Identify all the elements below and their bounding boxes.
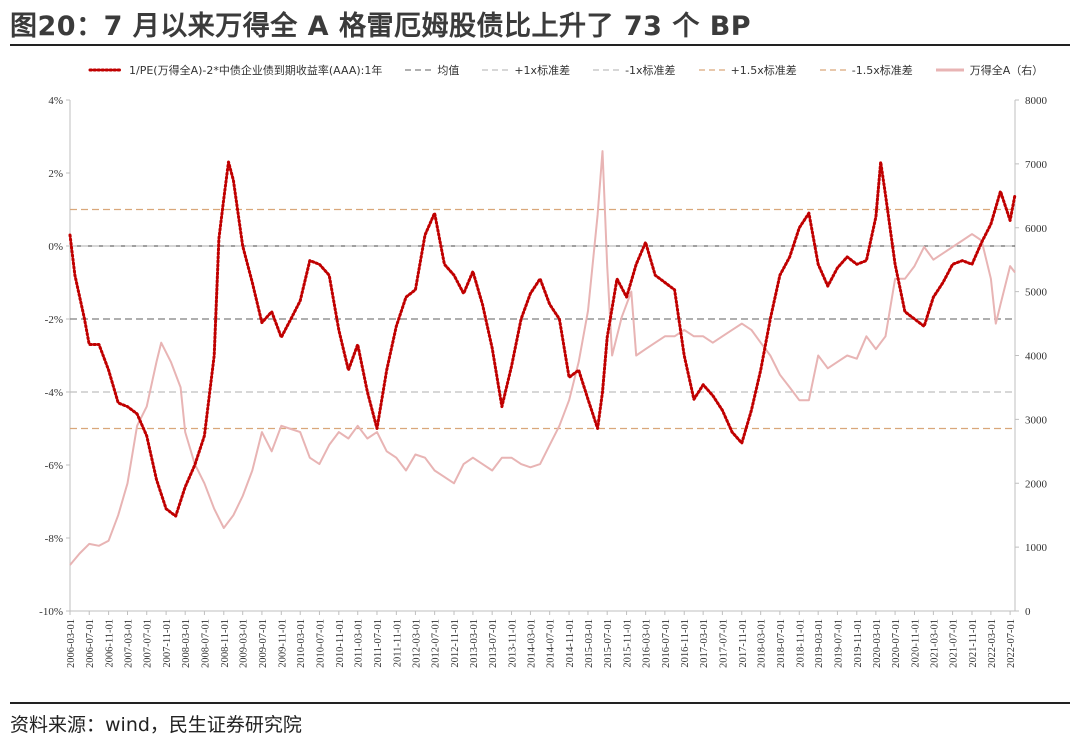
x-tick-label: 2021-11-01 [968,619,979,668]
chart-legend: 1/PE(万得全A)-2*中债企业债到期收益率(AAA):1年 均值 +1x标准… [88,62,1048,78]
x-tick-label: 2009-07-01 [258,619,269,668]
x-tick-label: 2016-07-01 [661,619,672,668]
x-tick-label: 2007-11-01 [162,619,173,668]
y-left-tick-label: -10% [39,606,63,618]
x-tick-label: 2008-07-01 [200,619,211,668]
y-right-tick-label: 3000 [1025,414,1048,426]
x-tick-label: 2011-03-01 [354,619,365,668]
y-right-tick-label: 5000 [1025,287,1048,299]
legend-item-minus15sd: -1.5x标准差 [819,62,913,78]
x-tick-label: 2018-03-01 [757,619,768,668]
legend-label: 1/PE(万得全A)-2*中债企业债到期收益率(AAA):1年 [129,64,383,77]
legend-item-wind-a: 万得全A（右） [935,62,1044,78]
legend-item-plus1sd: +1x标准差 [481,62,570,78]
y-left-tick-label: -6% [45,460,63,472]
y-right-tick-label: 0 [1025,606,1031,618]
x-tick-label: 2006-11-01 [105,619,116,668]
x-tick-label: 2008-11-01 [220,619,231,668]
legend-label: 均值 [437,64,460,77]
x-tick-label: 2018-11-01 [795,619,806,668]
legend-label: +1.5x标准差 [730,64,797,77]
x-tick-label: 2017-11-01 [738,619,749,668]
x-tick-label: 2010-07-01 [315,619,326,668]
x-tick-label: 2012-03-01 [411,619,422,668]
x-tick-label: 2016-11-01 [680,619,691,668]
x-tick-label: 2022-07-01 [1006,619,1017,668]
x-tick-label: 2009-11-01 [277,619,288,668]
legend-item-plus15sd: +1.5x标准差 [698,62,797,78]
x-tick-label: 2016-03-01 [642,619,653,668]
page-title: 图20：7 月以来万得全 A 格雷厄姆股债比上升了 73 个 BP [10,11,752,42]
x-tick-label: 2021-07-01 [949,619,960,668]
title-rule [10,44,1070,46]
x-tick-label: 2014-11-01 [565,619,576,668]
series-line-pe-bond-spread [68,160,1017,518]
x-tick-label: 2015-07-01 [603,619,614,668]
x-tick-label: 2021-03-01 [929,619,940,668]
x-tick-label: 2020-03-01 [872,619,883,668]
y-left-tick-label: -8% [45,533,63,545]
x-tick-label: 2007-07-01 [143,619,154,668]
x-tick-label: 2012-11-01 [450,619,461,668]
source-rule [10,702,1070,704]
legend-label: -1.5x标准差 [851,64,913,77]
x-tick-label: 2010-11-01 [335,619,346,668]
x-tick-label: 2014-03-01 [526,619,537,668]
y-left-tick-label: -4% [45,387,63,399]
x-tick-label: 2015-03-01 [584,619,595,668]
legend-label: 万得全A（右） [969,64,1044,77]
y-left-tick-label: -2% [45,314,63,326]
x-tick-label: 2017-07-01 [718,619,729,668]
x-tick-label: 2010-03-01 [296,619,307,668]
legend-item-minus1sd: -1x标准差 [592,62,676,78]
y-right-tick-label: 6000 [1025,223,1048,235]
chart-plot: -10% -8% -6% -4% -2% 0% 2% 4% 0 1000 2000 3000 4000 5… [39,95,1048,668]
x-tick-label: 2022-03-01 [987,619,998,668]
y-right-tick-label: 2000 [1025,478,1048,490]
y-right-tick-label: 1000 [1025,542,1048,554]
x-tick-label: 2019-03-01 [814,619,825,668]
x-tick-label: 2014-07-01 [546,619,557,668]
y-left-tick-label: 4% [48,95,63,107]
x-tick-label: 2006-03-01 [66,619,77,668]
x-tick-label: 2008-03-01 [181,619,192,668]
y-right-tick-label: 7000 [1025,159,1048,171]
x-tick-label: 2011-07-01 [373,619,384,668]
source-note: 资料来源：wind，民生证券研究院 [10,714,302,736]
y-right-tick-label: 8000 [1025,95,1048,107]
x-tick-label: 2013-03-01 [469,619,480,668]
legend-item-pe-spread: 1/PE(万得全A)-2*中债企业债到期收益率(AAA):1年 [88,62,382,78]
legend-item-mean: 均值 [404,62,459,78]
x-tick-label: 2019-07-01 [833,619,844,668]
x-tick-label: 2012-07-01 [431,619,442,668]
series-line-wind-a-index [69,150,1016,566]
x-tick-label: 2007-03-01 [124,619,135,668]
y-left-tick-label: 2% [48,168,63,180]
legend-label: +1x标准差 [514,64,571,77]
x-tick-label: 2009-03-01 [239,619,250,668]
x-tick-label: 2006-07-01 [85,619,96,668]
x-tick-label: 2020-11-01 [910,619,921,668]
y-left-tick-label: 0% [48,241,63,253]
legend-label: -1x标准差 [625,64,676,77]
x-tick-label: 2015-11-01 [623,619,634,668]
x-tick-label: 2013-11-01 [508,619,519,668]
x-tick-label: 2017-03-01 [699,619,710,668]
y-right-tick-label: 4000 [1025,351,1048,363]
x-tick-label: 2019-11-01 [853,619,864,668]
x-tick-label: 2013-07-01 [488,619,499,668]
x-tick-label: 2018-07-01 [776,619,787,668]
x-tick-label: 2011-11-01 [392,619,403,667]
x-tick-label: 2020-07-01 [891,619,902,668]
